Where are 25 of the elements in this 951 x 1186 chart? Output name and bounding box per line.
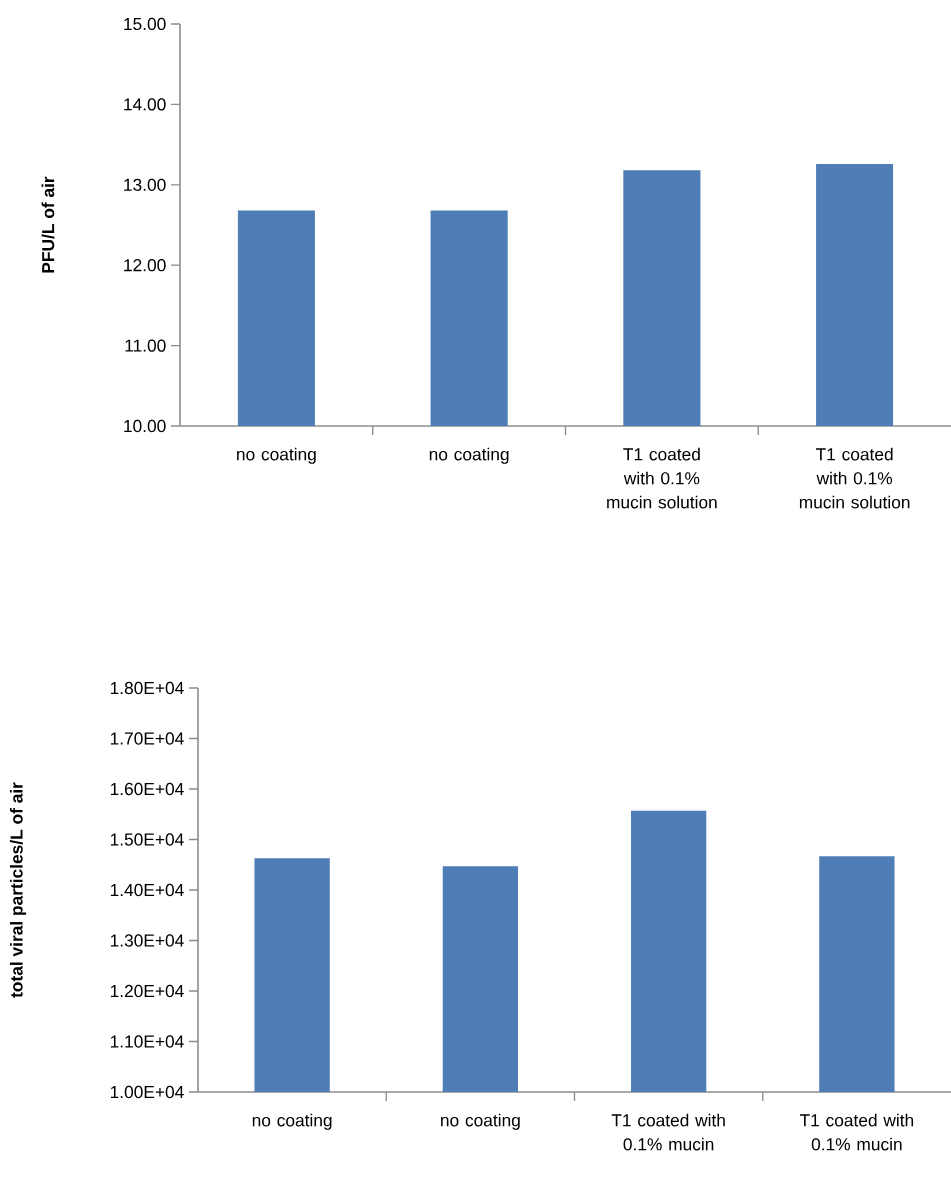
x-tick-label: T1 coated with 0.1% mucin bbox=[611, 1113, 725, 1151]
y-axis-title: PFU/L of air bbox=[41, 176, 55, 273]
y-tick-label: 1.00E+04 bbox=[110, 1085, 184, 1099]
y-tick-label: 11.00 bbox=[125, 339, 166, 352]
y-tick-label: 14.00 bbox=[124, 98, 166, 111]
x-tick-label: no coating bbox=[441, 1113, 520, 1130]
x-tick-label: T1 coated with 0.1% mucin bbox=[799, 1113, 914, 1151]
x-tick-label: T1 coated with 0.1% mucin solution bbox=[607, 447, 717, 509]
y-tick-label: 1.80E+04 bbox=[110, 681, 184, 695]
x-tick-label: no coating bbox=[429, 447, 509, 464]
y-tick-label: 1.40E+04 bbox=[110, 883, 184, 897]
x-tick-label: no coating bbox=[252, 1113, 332, 1130]
y-tick-label: 15.00 bbox=[124, 17, 166, 31]
x-tick-label: no coating bbox=[237, 447, 316, 464]
y-axis-title: total viral particles/L of air bbox=[9, 782, 27, 998]
y-tick-label: 1.50E+04 bbox=[110, 833, 184, 846]
y-tick-label: 1.10E+04 bbox=[110, 1035, 184, 1048]
y-tick-label: 1.20E+04 bbox=[110, 984, 184, 998]
y-tick-label: 1.60E+04 bbox=[110, 782, 184, 796]
y-tick-label: 10.00 bbox=[124, 419, 166, 433]
y-tick-label: 1.70E+04 bbox=[110, 732, 184, 745]
y-tick-label: 1.30E+04 bbox=[110, 934, 184, 947]
y-tick-label: 13.00 bbox=[124, 178, 166, 191]
y-tick-label: 12.00 bbox=[124, 259, 166, 272]
x-tick-label: T1 coated with 0.1% mucin solution bbox=[799, 447, 910, 509]
